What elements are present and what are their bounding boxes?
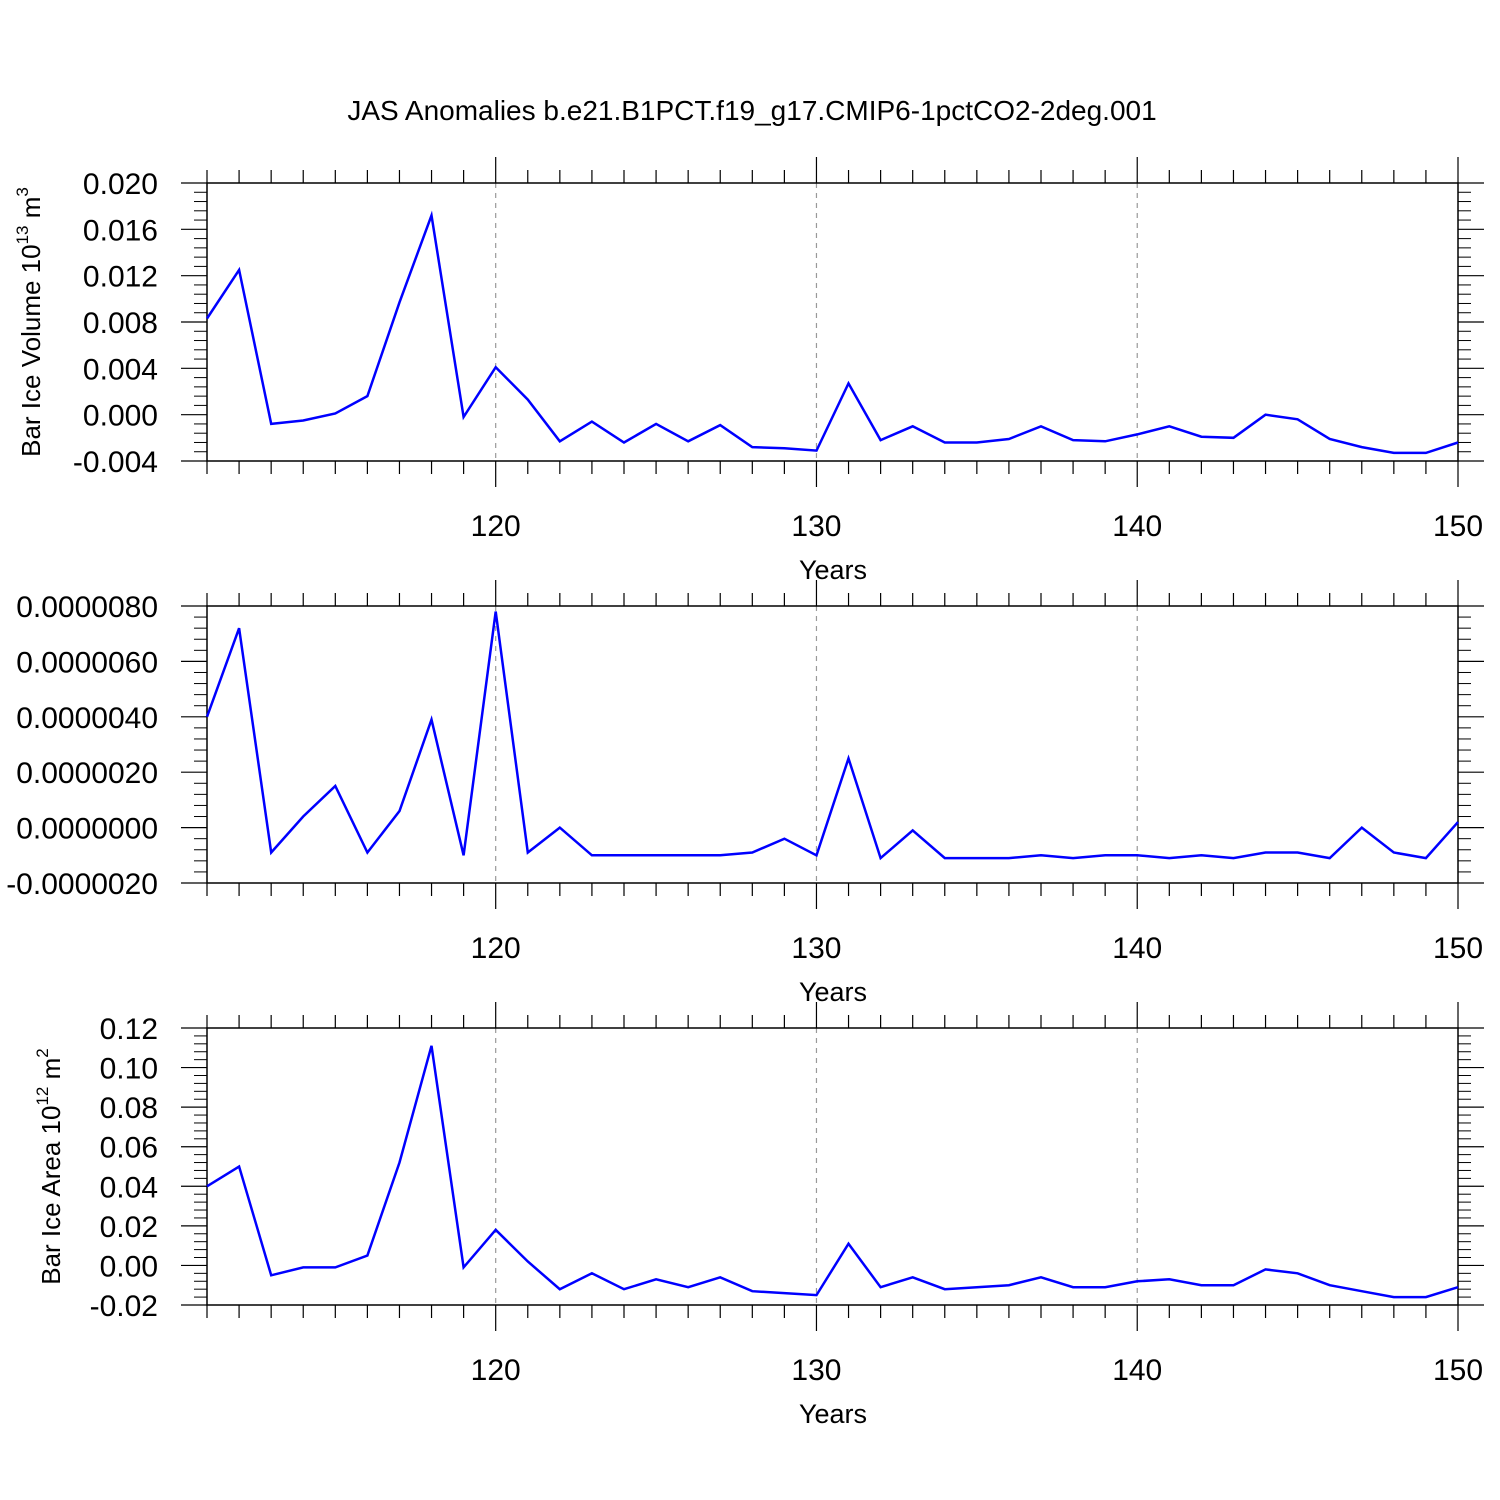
y-tick-label: -0.0000020 <box>6 868 158 901</box>
y-tick-label: 0.02 <box>100 1211 158 1244</box>
y-tick-label: 0.008 <box>83 307 158 340</box>
y-axis-label-unit: m <box>16 197 46 226</box>
y-tick-label: 0.016 <box>83 214 158 247</box>
y-tick-label: 0.020 <box>83 168 158 201</box>
y-tick-label: -0.004 <box>73 446 158 479</box>
y-tick-label: 0.0000040 <box>16 702 158 735</box>
x-tick-label: 120 <box>471 1354 521 1387</box>
x-axis-label: Years <box>799 1399 867 1429</box>
y-axis-label-exponent: 12 <box>33 1087 52 1106</box>
chart-title: JAS Anomalies b.e21.B1PCT.f19_g17.CMIP6-… <box>347 95 1156 126</box>
series-line <box>205 611 1459 861</box>
y-tick-label: 0.00 <box>100 1250 158 1283</box>
y-axis-label: Bar Ice Area 1012 m2 <box>33 1048 66 1285</box>
y-tick-label: 0.012 <box>83 261 158 294</box>
y-tick-label: -0.02 <box>90 1290 158 1323</box>
x-tick-label: 140 <box>1112 932 1162 965</box>
x-tick-label: 150 <box>1433 932 1483 965</box>
y-axis-label-unit-exponent: 2 <box>33 1048 52 1057</box>
y-tick-label: 0.08 <box>100 1092 158 1125</box>
y-tick-label: 0.0000060 <box>16 646 158 679</box>
x-tick-label: 150 <box>1433 510 1483 543</box>
x-tick-label: 130 <box>791 510 841 543</box>
x-tick-label: 120 <box>471 510 521 543</box>
y-axis-label-main: Bar Ice Area 10 <box>36 1106 66 1285</box>
y-tick-label: 0.0000000 <box>16 813 158 846</box>
series-line <box>206 1045 1459 1299</box>
x-tick-label: 130 <box>791 1354 841 1387</box>
series-line <box>205 210 1459 455</box>
x-tick-label: 120 <box>471 932 521 965</box>
y-tick-label: 0.10 <box>100 1053 158 1086</box>
y-tick-label: 0.004 <box>83 353 158 386</box>
y-tick-label: 0.0000020 <box>16 757 158 790</box>
x-tick-label: 140 <box>1112 1354 1162 1387</box>
y-tick-label: 0.000 <box>83 400 158 433</box>
chart-panel-1: 120 130 140 150 Years -0.004 0.000 0.004 0.008 0.… <box>13 157 1484 585</box>
chart-panel-2: 120 130 140 150 Years -0.0000020 0.0000000 0.00… <box>6 580 1484 1007</box>
x-tick-label: 150 <box>1433 1354 1483 1387</box>
x-tick-label: 140 <box>1112 510 1162 543</box>
plot-frame <box>206 605 1459 884</box>
y-tick-label: 0.12 <box>100 1013 158 1046</box>
chart-panels: 120 130 140 150 Years -0.004 0.000 0.004 0.008 0.… <box>6 157 1484 1429</box>
plot-frame <box>206 1027 1459 1306</box>
y-tick-label: 0.0000080 <box>16 591 158 624</box>
y-axis-label: Bar Ice Volume 1013 m3 <box>13 187 46 457</box>
x-axis-label: Years <box>799 555 867 585</box>
x-axis-label: Years <box>799 977 867 1007</box>
y-axis-label-exponent: 13 <box>13 225 32 244</box>
y-tick-label: 0.04 <box>100 1171 158 1204</box>
chart-panel-3: 120 130 140 150 Years -0.02 0.00 0.02 0.04 0.06 0.… <box>33 1002 1484 1429</box>
x-tick-label: 130 <box>791 932 841 965</box>
y-tick-label: 0.06 <box>100 1132 158 1165</box>
y-axis-label-main: Bar Ice Volume 10 <box>16 244 46 456</box>
y-axis-label-unit-exponent: 3 <box>13 187 32 196</box>
y-axis-label-unit: m <box>36 1058 66 1087</box>
